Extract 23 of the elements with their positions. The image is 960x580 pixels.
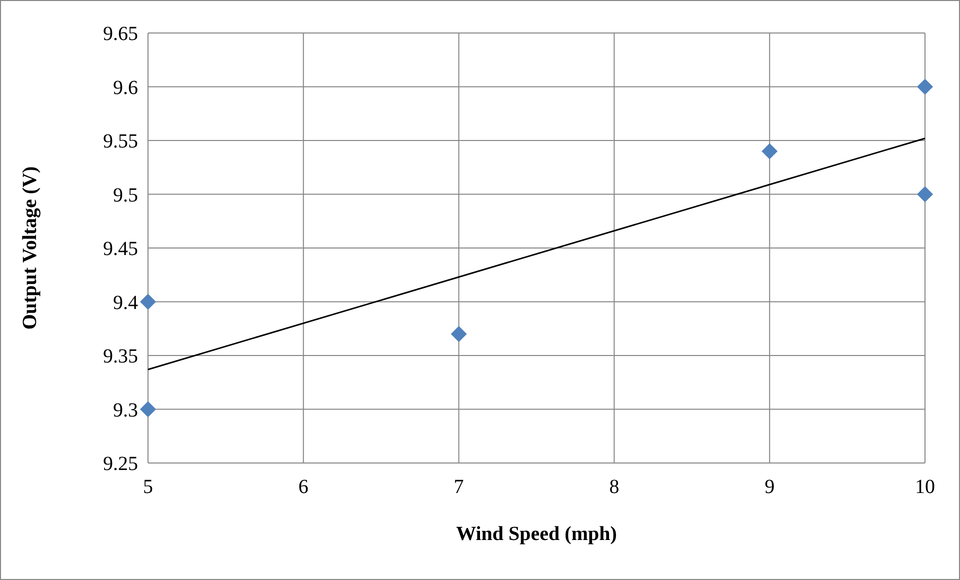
point — [140, 401, 156, 418]
x-tick-label: 6 — [298, 476, 308, 498]
y-tick-label: 9.35 — [103, 346, 138, 368]
y-tick-label: 9.3 — [113, 399, 138, 422]
x-tick-label: 9 — [764, 476, 775, 498]
x-tick-label: 7 — [454, 476, 464, 498]
y-tick-label: 9.45 — [103, 238, 138, 260]
x-axis-title: Wind Speed (mph) — [456, 523, 617, 545]
y-tick-label: 9.6 — [113, 76, 138, 99]
x-tick-label: 8 — [609, 476, 620, 498]
point — [762, 143, 778, 160]
point — [917, 186, 933, 202]
y-tick-label: 9.4 — [113, 292, 138, 314]
y-tick-label: 9.65 — [103, 23, 138, 45]
point — [917, 78, 933, 95]
point — [450, 326, 467, 342]
y-tick-label: 9.5 — [113, 184, 138, 206]
y-tick-label: 9.55 — [103, 130, 138, 152]
y-tick-label: 9.25 — [103, 453, 138, 475]
x-tick-label: 5 — [143, 476, 153, 498]
point — [140, 294, 156, 310]
y-axis-title: Output Voltage (V) — [19, 166, 41, 330]
x-tick-label: 10 — [915, 476, 935, 498]
